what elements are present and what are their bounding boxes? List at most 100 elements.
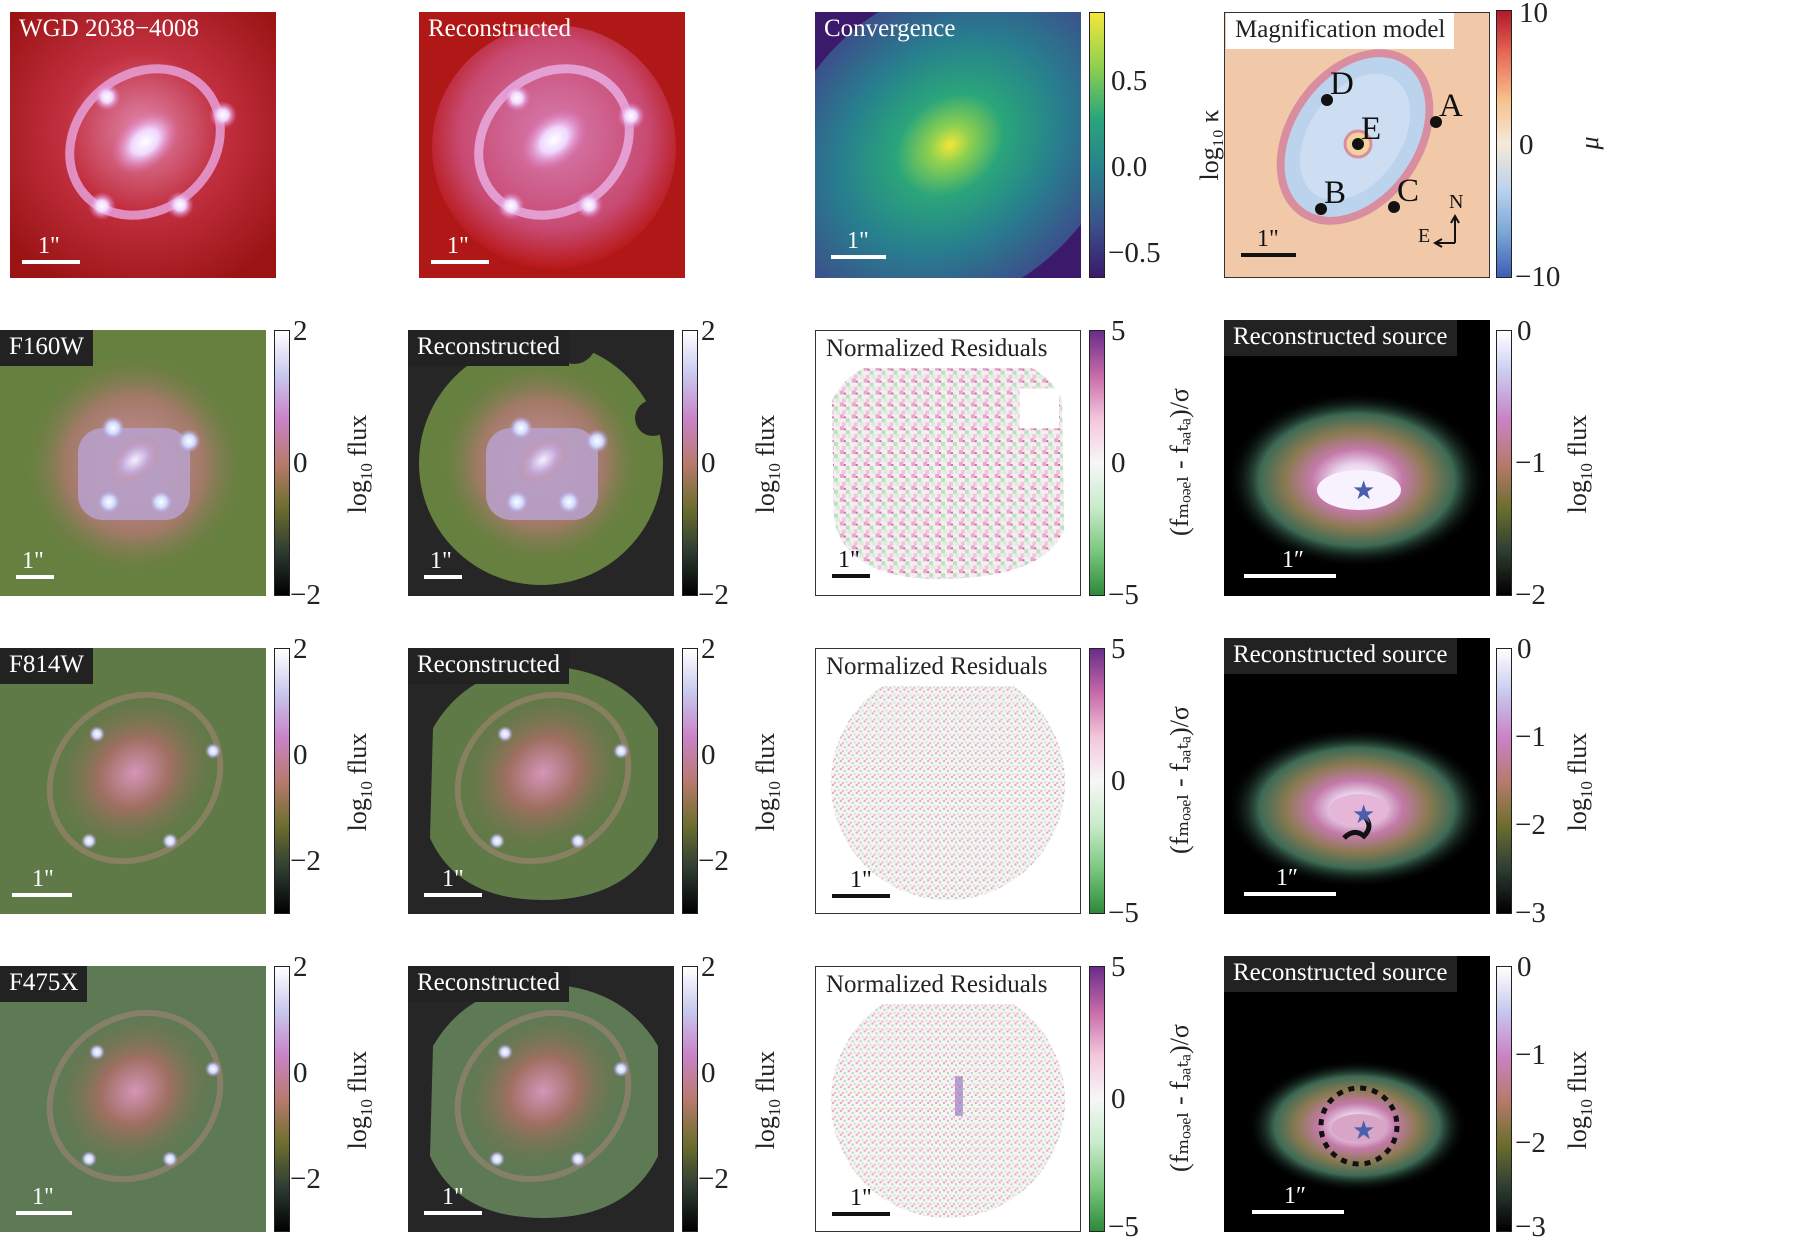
panel-f160w-source: Reconstructed source ★ 1″	[1224, 320, 1490, 596]
scale-bar	[1244, 574, 1336, 578]
image-label-b: B	[1324, 175, 1347, 211]
star-icon: ★	[1352, 800, 1376, 829]
colorbar-label: μ	[1575, 136, 1604, 150]
colorbar-label: log10 flux	[1562, 1050, 1597, 1150]
scale-bar	[16, 1211, 72, 1215]
scale-bar-label: 1"	[430, 548, 452, 574]
colorbar-label: log10 flux	[342, 1050, 377, 1150]
colorbar-tick: 2	[701, 951, 716, 983]
colorbar-label: (fₘₒₔₑₗ - fₔₐₜₐ)/σ	[1165, 388, 1194, 536]
scale-bar	[22, 260, 80, 264]
f160w-reconstructed-image	[419, 330, 671, 585]
panel-f814w-source: Reconstructed source ★ 1″	[1224, 638, 1490, 914]
panel-title: Normalized Residuals	[817, 332, 1057, 368]
colorbar-tick: 0.5	[1111, 65, 1148, 97]
image-label-a: A	[1439, 88, 1463, 124]
colorbar-convergence	[1089, 12, 1105, 278]
colorbar-source	[1496, 648, 1512, 914]
colorbar-residuals	[1089, 648, 1105, 914]
colorbar-source	[1496, 966, 1512, 1232]
colorbar-tick: 0	[1111, 447, 1126, 479]
colorbar-tick: −3	[1515, 897, 1546, 929]
scale-bar-label: 1"	[847, 228, 869, 254]
colorbar-label: log10 flux	[750, 414, 785, 514]
scale-bar-label: 1"	[1257, 226, 1279, 252]
colorbar-label: (fₘₒₔₑₗ - fₔₐₜₐ)/σ	[1165, 1024, 1194, 1172]
panel-f814w-residuals: Normalized Residuals 1"	[815, 648, 1081, 914]
colorbar-tick: −1	[1515, 721, 1546, 753]
convergence-map	[815, 12, 1081, 278]
colorbar-tick: 2	[293, 315, 308, 347]
scale-bar-label: 1"	[850, 1185, 872, 1211]
image-marker-a	[1430, 116, 1442, 128]
colorbar-tick: 0	[293, 739, 308, 771]
panel-title: F160W	[0, 330, 93, 366]
panel-title: Magnification model	[1226, 13, 1455, 49]
colorbar-label: log10 flux	[342, 414, 377, 514]
image-marker-c	[1388, 201, 1400, 213]
f475x-observed-image	[46, 1007, 224, 1183]
colorbar-label: log10 flux	[342, 732, 377, 832]
colorbar-tick: 0	[701, 1057, 716, 1089]
scale-bar	[1241, 253, 1296, 257]
scale-bar	[832, 1212, 890, 1216]
panel-title: Reconstructed source	[1224, 638, 1457, 674]
scale-bar	[424, 893, 482, 897]
colorbar-flux	[274, 330, 290, 596]
colorbar-residuals	[1089, 330, 1105, 596]
colorbar-flux	[274, 966, 290, 1232]
colorbar-label: log10 flux	[1562, 732, 1597, 832]
panel-title: Reconstructed	[408, 966, 570, 1002]
star-icon: ★	[1352, 476, 1376, 505]
colorbar-flux	[682, 330, 698, 596]
colorbar-magnification	[1496, 10, 1512, 278]
scale-bar-label: 1"	[442, 866, 464, 892]
colorbar-tick: 0	[1519, 129, 1534, 161]
colorbar-residuals	[1089, 966, 1105, 1232]
colorbar-source	[1496, 330, 1512, 596]
colorbar-tick: −3	[1515, 1211, 1546, 1243]
scale-bar	[1252, 1210, 1344, 1214]
colorbar-tick: 2	[293, 633, 308, 665]
colorbar-tick: 5	[1111, 951, 1126, 983]
colorbar-tick: −2	[698, 579, 729, 611]
f475x-reconstructed-image	[430, 984, 658, 1218]
f814w-residual-map	[830, 665, 1066, 901]
scale-bar-label: 1″	[1276, 865, 1298, 891]
colorbar-label: log10 flux	[750, 732, 785, 832]
scale-bar-label: 1"	[22, 548, 44, 574]
colorbar-tick: 0	[1111, 765, 1126, 797]
colorbar-tick: −5	[1108, 579, 1139, 611]
scale-bar-label: 1"	[850, 867, 872, 893]
panel-f475x-reconstructed: Reconstructed 1"	[408, 966, 674, 1232]
panel-title: Normalized Residuals	[817, 650, 1057, 686]
colorbar-tick: −2	[290, 579, 321, 611]
colorbar-tick: −2	[698, 845, 729, 877]
image-label-c: C	[1397, 173, 1420, 209]
colorbar-tick: −5	[1108, 897, 1139, 929]
panel-magnification: Magnification model A B C D E N E 1"	[1224, 12, 1490, 278]
panel-title: Reconstructed source	[1224, 320, 1457, 356]
panel-title: F475X	[0, 966, 88, 1002]
panel-title: Reconstructed source	[1224, 956, 1457, 992]
compass-n: N	[1449, 191, 1464, 213]
panel-title: Reconstructed	[408, 648, 570, 684]
colorbar-tick: −2	[290, 1163, 321, 1195]
panel-rgb-observed: WGD 2038−4008 1"	[10, 12, 276, 278]
colorbar-tick: 0	[293, 447, 308, 479]
colorbar-label: log₁₀ κ	[1195, 109, 1224, 181]
scale-bar-label: 1"	[32, 866, 54, 892]
colorbar-tick: 0	[1517, 633, 1532, 665]
colorbar-tick: −1	[1515, 1039, 1546, 1071]
colorbar-label: (fₘₒₔₑₗ - fₔₐₜₐ)/σ	[1165, 706, 1194, 854]
colorbar-tick: 0	[701, 447, 716, 479]
star-icon: ★	[1352, 1116, 1376, 1145]
compass-e: E	[1418, 225, 1431, 247]
panel-f160w-observed: F160W 1"	[0, 330, 266, 596]
f814w-source-image	[1227, 728, 1487, 888]
scale-bar-label: 1"	[38, 233, 60, 259]
scale-bar	[832, 894, 890, 898]
colorbar-tick: −2	[290, 845, 321, 877]
scale-bar	[12, 893, 72, 897]
colorbar-tick: 5	[1111, 633, 1126, 665]
